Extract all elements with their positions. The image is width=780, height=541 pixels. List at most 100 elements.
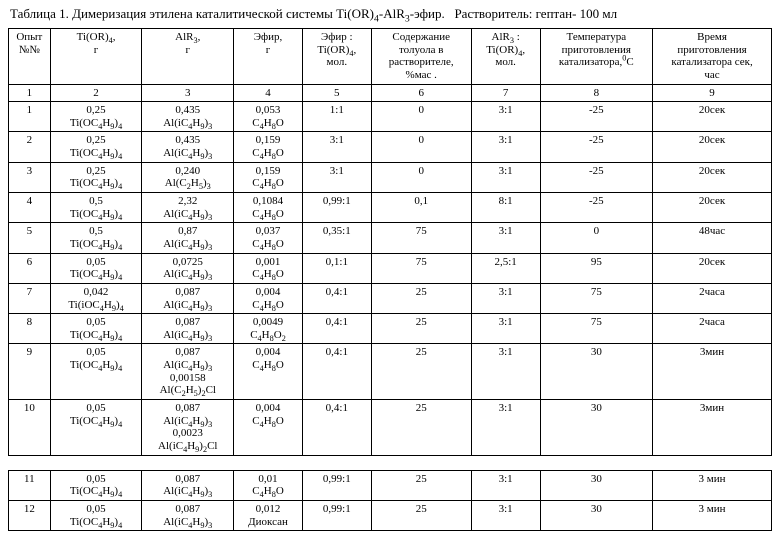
table-cell: 1:1 xyxy=(302,102,371,132)
table-cell: 20сек xyxy=(653,102,772,132)
table-cell: 20сек xyxy=(653,132,772,162)
table-cell: 3мин xyxy=(653,400,772,456)
table-cell: 0,1084C4H8O xyxy=(234,193,303,223)
table-cell: 25 xyxy=(371,283,471,313)
table-cell: 48час xyxy=(653,223,772,253)
table-body-top: 10,25Ti(OC4H9)40,435Al(iC4H9)30,053C4H8O… xyxy=(9,102,772,455)
table-cell: 25 xyxy=(371,314,471,344)
table-caption: Таблица 1. Димеризация этилена каталитич… xyxy=(10,6,772,22)
table-cell: 0,05Ti(OC4H9)4 xyxy=(50,470,142,500)
table-cell: 4 xyxy=(9,193,51,223)
table-cell: 20сек xyxy=(653,193,772,223)
table-cell: 75 xyxy=(540,314,653,344)
col-number: 5 xyxy=(302,84,371,102)
table-cell: 0 xyxy=(371,132,471,162)
col-header: Времяприготовлениякатализатора сек,час xyxy=(653,29,772,85)
table-cell: 0 xyxy=(371,162,471,192)
table-cell: 0,037C4H8O xyxy=(234,223,303,253)
table-cell: 0,25Ti(OC4H9)4 xyxy=(50,162,142,192)
table-cell: 5 xyxy=(9,223,51,253)
table-cell: 0,435Al(iC4H9)3 xyxy=(142,132,234,162)
col-header: AlR3 :Ti(OR)4,мол. xyxy=(471,29,540,85)
table-cell: 25 xyxy=(371,344,471,400)
table-cell: 9 xyxy=(9,344,51,400)
table-cell: 20сек xyxy=(653,253,772,283)
table-cell: 3 мин xyxy=(653,470,772,500)
table-cell: 95 xyxy=(540,253,653,283)
table-cell: 3:1 xyxy=(471,470,540,500)
table-cell: 3:1 xyxy=(302,132,371,162)
table-cell: 0,159C4H8O xyxy=(234,162,303,192)
col-number: 6 xyxy=(371,84,471,102)
table-cell: 2,32Al(iC4H9)3 xyxy=(142,193,234,223)
table-cell: 0,053C4H8O xyxy=(234,102,303,132)
table-cell: 0,25Ti(OC4H9)4 xyxy=(50,132,142,162)
table-cell: 0,087Al(iC4H9)3 xyxy=(142,283,234,313)
header-row: Опыт№№ Ti(OR)4,г AlR3,г Эфир,г Эфир :Ti(… xyxy=(9,29,772,85)
table-cell: 7 xyxy=(9,283,51,313)
table-cell: -25 xyxy=(540,162,653,192)
col-number: 8 xyxy=(540,84,653,102)
table-cell: 0 xyxy=(371,102,471,132)
table-cell: 10 xyxy=(9,400,51,456)
table-row: 100,05Ti(OC4H9)40,087Al(iC4H9)30,0023Al(… xyxy=(9,400,772,456)
table-cell: 0,35:1 xyxy=(302,223,371,253)
table-row: 70,042Ti(iOC4H9)40,087Al(iC4H9)30,004C4H… xyxy=(9,283,772,313)
table-row: 20,25Ti(OC4H9)40,435Al(iC4H9)30,159C4H8O… xyxy=(9,132,772,162)
col-number: 3 xyxy=(142,84,234,102)
table-row: 80,05Ti(OC4H9)40,087Al(iC4H9)30,0049C4H8… xyxy=(9,314,772,344)
table-cell: 0,01C4H8O xyxy=(234,470,303,500)
table-cell: 0,0049C4H8O2 xyxy=(234,314,303,344)
table-cell: 0,087Al(iC4H9)3 xyxy=(142,470,234,500)
table-cell: 0,05Ti(OC4H9)4 xyxy=(50,253,142,283)
table-cell: 30 xyxy=(540,470,653,500)
table-cell: 0,087Al(iC4H9)30,00158Al(C2H5)2Cl xyxy=(142,344,234,400)
table-cell: 0,5Ti(OC4H9)4 xyxy=(50,223,142,253)
table-cell: 0,05Ti(OC4H9)4 xyxy=(50,344,142,400)
table-cell: 3 xyxy=(9,162,51,192)
table-cell: 0,99:1 xyxy=(302,470,371,500)
table-cell: -25 xyxy=(540,193,653,223)
table-cell: 0,001C4H8O xyxy=(234,253,303,283)
col-number: 9 xyxy=(653,84,772,102)
table-cell: 0,4:1 xyxy=(302,344,371,400)
table-body-bottom: 110,05Ti(OC4H9)40,087Al(iC4H9)30,01C4H8O… xyxy=(9,470,772,531)
table-cell: 0,4:1 xyxy=(302,314,371,344)
table-cell: 3мин xyxy=(653,344,772,400)
table-cell: 0,004C4H8O xyxy=(234,283,303,313)
col-header: Содержаниетолуола врастворителе,%мас . xyxy=(371,29,471,85)
table-row: 10,25Ti(OC4H9)40,435Al(iC4H9)30,053C4H8O… xyxy=(9,102,772,132)
table-cell: 0,240Al(C2H5)3 xyxy=(142,162,234,192)
table-cell: 3:1 xyxy=(471,400,540,456)
table-cell: 0,1:1 xyxy=(302,253,371,283)
table-cell: 3:1 xyxy=(302,162,371,192)
column-number-row: 1 2 3 4 5 6 7 8 9 xyxy=(9,84,772,102)
table-cell: 6 xyxy=(9,253,51,283)
table-cell: -25 xyxy=(540,102,653,132)
table-row: 90,05Ti(OC4H9)40,087Al(iC4H9)30,00158Al(… xyxy=(9,344,772,400)
col-header: Опыт№№ xyxy=(9,29,51,85)
table-cell: 0,4:1 xyxy=(302,400,371,456)
table-cell: 2,5:1 xyxy=(471,253,540,283)
table-cell: 0,05Ti(OC4H9)4 xyxy=(50,400,142,456)
table-cell: 0,0725Al(iC4H9)3 xyxy=(142,253,234,283)
table-cell: 3:1 xyxy=(471,132,540,162)
col-header: Эфир,г xyxy=(234,29,303,85)
table-cell: 0,435Al(iC4H9)3 xyxy=(142,102,234,132)
table-cell: 30 xyxy=(540,400,653,456)
table-cell: 2часа xyxy=(653,314,772,344)
table-cell: 25 xyxy=(371,470,471,500)
table-cell: 0,004C4H8O xyxy=(234,400,303,456)
table-row: 30,25Ti(OC4H9)40,240Al(C2H5)30,159C4H8O3… xyxy=(9,162,772,192)
table-cell: 0,05Ti(OC4H9)4 xyxy=(50,314,142,344)
table-cell: 3:1 xyxy=(471,283,540,313)
table-cell: 11 xyxy=(9,470,51,500)
table-cell: 8 xyxy=(9,314,51,344)
table-cell: 0,4:1 xyxy=(302,283,371,313)
table-row: 50,5Ti(OC4H9)40,87Al(iC4H9)30,037C4H8O0,… xyxy=(9,223,772,253)
table-cell: -25 xyxy=(540,132,653,162)
table-cell: 3:1 xyxy=(471,314,540,344)
table-row: 110,05Ti(OC4H9)40,087Al(iC4H9)30,01C4H8O… xyxy=(9,470,772,500)
dimerization-table-top: Опыт№№ Ti(OR)4,г AlR3,г Эфир,г Эфир :Ti(… xyxy=(8,28,772,456)
table-cell: 2часа xyxy=(653,283,772,313)
